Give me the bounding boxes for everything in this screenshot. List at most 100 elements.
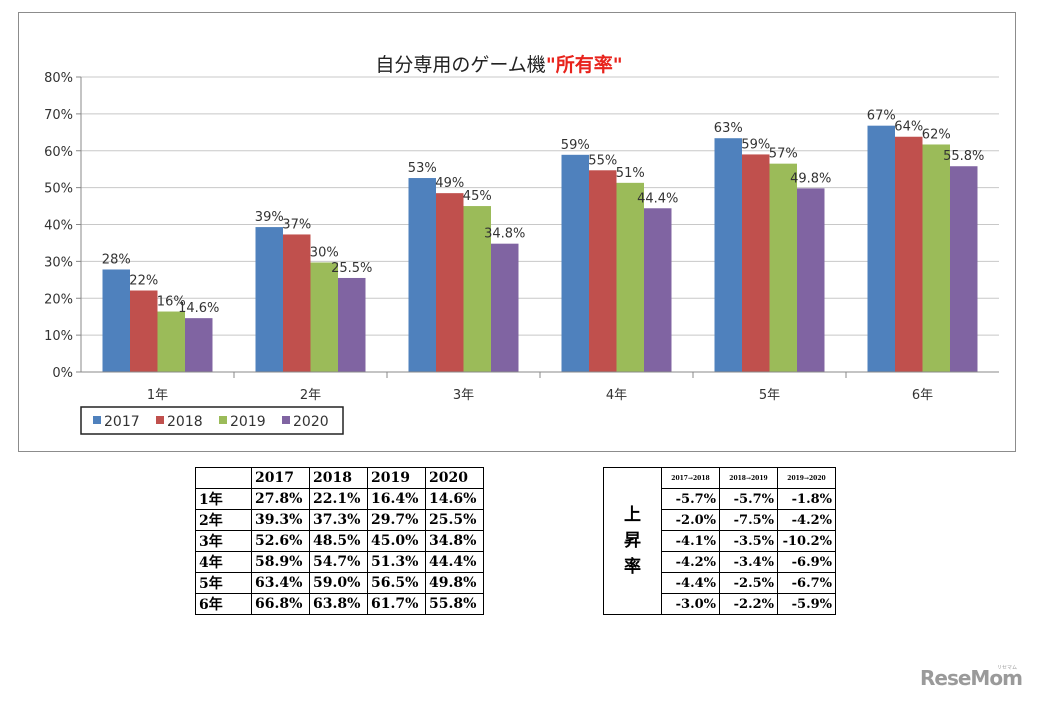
change-cell: -4.4%	[661, 572, 720, 594]
change-row: -2.0% -7.5% -4.2%	[604, 509, 836, 531]
y-tick-label: 20%	[44, 292, 73, 307]
table-cell: 29.7%	[367, 509, 426, 531]
y-axis: 0% 10% 20% 30% 40% 50% 60% 70% 80%	[44, 71, 82, 381]
brand-logo: ReseMom	[920, 666, 1023, 690]
data-labels: 28% 22% 16%14.6% 39%37% 30%25.5% 53%49%45% 34.…	[102, 109, 985, 316]
bar-data-label: 45%	[463, 189, 492, 204]
bar-data-label: 22%	[129, 274, 158, 289]
bar	[185, 318, 213, 372]
bar-data-label: 16%	[157, 295, 186, 310]
bar-data-label: 63%	[714, 121, 743, 136]
legend-box	[80, 406, 344, 435]
change-rate-label-char: 昇	[624, 531, 641, 551]
change-cell: -1.8%	[777, 488, 836, 510]
bar-data-label: 49.8%	[790, 171, 831, 186]
bar-data-label: 34.8%	[484, 227, 525, 242]
x-tick-label: 5年	[759, 388, 780, 403]
y-tick-label: 0%	[52, 366, 73, 381]
y-tick-label: 70%	[44, 108, 73, 123]
change-cell: -2.0%	[661, 509, 720, 531]
table-cell: 16.4%	[367, 488, 426, 510]
chart-title: 自分専用のゲーム機"所有率"	[375, 53, 622, 76]
change-header-cell: 2017→2018	[661, 467, 720, 489]
bar-data-label: 14.6%	[178, 301, 219, 316]
table-header-cell: 2018	[309, 467, 368, 489]
table-header-cell	[195, 467, 252, 489]
x-tick-label: 2年	[300, 388, 321, 403]
bar	[589, 170, 617, 372]
y-tick-label: 80%	[44, 71, 73, 86]
change-row: -4.2% -3.4% -6.9%	[604, 551, 836, 573]
table-cell: 27.8%	[251, 488, 310, 510]
gridlines	[81, 76, 999, 336]
change-cell: -6.7%	[777, 572, 836, 594]
change-rate-table: 上昇率 2017→2018 2018→2019 2019→2020 -5.7% -5.7%…	[603, 467, 836, 615]
change-header-cell: 2018→2019	[719, 467, 778, 489]
bars	[102, 125, 978, 372]
row-header-cell: 6年	[195, 593, 252, 615]
bar	[157, 311, 185, 372]
table-cell: 63.8%	[309, 593, 368, 615]
legend-label: 2017	[104, 414, 140, 430]
bar	[769, 163, 797, 372]
table-row: 6年 66.8% 63.8% 61.7% 55.8%	[195, 593, 484, 615]
bar-data-label: 55.8%	[943, 149, 984, 164]
table-cell: 37.3%	[309, 509, 368, 531]
chart-title-highlight: "所有率"	[546, 53, 623, 76]
bar	[644, 208, 672, 372]
legend-label: 2018	[167, 414, 203, 430]
y-tick-label: 30%	[44, 255, 73, 270]
change-cell: -6.9%	[777, 551, 836, 573]
bar	[742, 154, 770, 372]
legend-swatch	[93, 416, 101, 424]
change-header-row: 上昇率 2017→2018 2018→2019 2019→2020	[603, 467, 836, 615]
change-row: -3.0% -2.2% -5.9%	[604, 593, 836, 615]
brand-logo-kana: リセマム	[997, 665, 1018, 671]
bar	[338, 277, 366, 372]
change-row: -4.4% -2.5% -6.7%	[604, 572, 836, 594]
bar-data-label: 51%	[616, 166, 645, 181]
change-cell: -7.5%	[719, 509, 778, 531]
change-cell: -5.9%	[777, 593, 836, 615]
bar-data-label: 67%	[867, 109, 896, 124]
bar-data-label: 28%	[102, 252, 131, 267]
bar-data-label: 64%	[894, 120, 923, 135]
legend-label: 2020	[293, 414, 329, 430]
row-header-cell: 2年	[195, 509, 252, 531]
bar	[310, 262, 338, 372]
change-rate-label: 上昇率	[603, 467, 662, 615]
row-header-cell: 4年	[195, 551, 252, 573]
x-tick-label: 6年	[912, 388, 933, 403]
bar-data-label: 57%	[769, 147, 798, 162]
bar	[408, 178, 436, 372]
table-header-cell: 2020	[425, 467, 484, 489]
bar	[616, 182, 644, 372]
change-rate-label-char: 率	[624, 557, 641, 577]
change-cell: -4.2%	[777, 509, 836, 531]
change-rate-label-char: 上	[624, 505, 641, 525]
change-cell: -5.7%	[661, 488, 720, 510]
bar-data-label: 59%	[561, 138, 590, 153]
change-row: -5.7% -5.7% -1.8%	[604, 488, 836, 510]
table-cell: 54.7%	[309, 551, 368, 573]
change-cell: -10.2%	[777, 530, 836, 552]
change-row: -4.1% -3.5% -10.2%	[604, 530, 836, 552]
table-cell: 59.0%	[309, 572, 368, 594]
bar-data-label: 59%	[741, 137, 770, 152]
table-row: 5年 63.4% 59.0% 56.5% 49.8%	[195, 572, 484, 594]
table-cell: 48.5%	[309, 530, 368, 552]
x-tick-label: 4年	[606, 388, 627, 403]
table-row: 4年 58.9% 54.7% 51.3% 44.4%	[195, 551, 484, 573]
legend-swatch	[156, 416, 164, 424]
legend-swatch	[219, 416, 227, 424]
y-tick-label: 60%	[44, 145, 73, 160]
ownership-table: 2017 2018 2019 2020 1年 27.8% 22.1% 16.4% 14.6% 2年…	[195, 467, 484, 615]
table-cell: 44.4%	[425, 551, 484, 573]
change-cell: -3.5%	[719, 530, 778, 552]
table-header-cell: 2017	[251, 467, 310, 489]
chart-title-main: 自分専用のゲーム機	[375, 54, 545, 76]
bar	[867, 125, 895, 372]
bar	[797, 188, 825, 372]
y-tick-label: 10%	[44, 329, 73, 344]
bar	[491, 243, 519, 372]
